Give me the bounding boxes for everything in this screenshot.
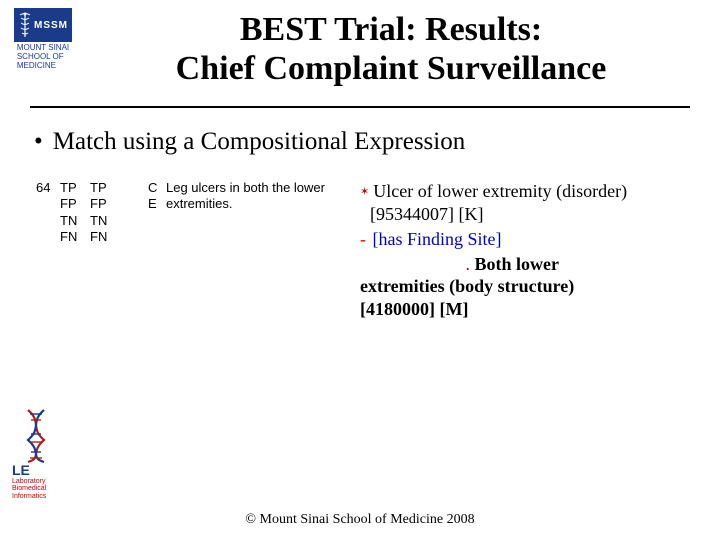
dash-icon: - [360, 229, 366, 249]
lab-text: LE Laboratory Biomedical Informatics [12, 463, 60, 500]
bullet-dot-icon: • [34, 128, 43, 156]
badge-text: MSSM [34, 20, 68, 31]
lab-big: LE [12, 462, 30, 478]
bullet-item: • Match using a Compositional Expression [30, 128, 690, 156]
concept-line-3: . Both lower extremities (body structure… [360, 253, 630, 321]
mssm-logo: MSSM MOUNT SINAI SCHOOL OF MEDICINE [12, 8, 74, 70]
codes-col-b: TP FP TN FN [90, 180, 120, 245]
logo-subtext: MOUNT SINAI SCHOOL OF MEDICINE [17, 44, 69, 70]
lab-small: Laboratory Biomedical Informatics [12, 478, 46, 500]
concept-block: ✶Ulcer of lower extremity (disorder) [95… [360, 180, 630, 320]
title-line-1: BEST Trial: Results: [240, 11, 542, 48]
bullet-text: Match using a Compositional Expression [53, 128, 465, 156]
copyright: © Mount Sinai School of Medicine 2008 [0, 512, 720, 528]
star-icon: ✶ [360, 186, 369, 198]
title-divider [30, 106, 690, 108]
concept-line-2: - [has Finding Site] [360, 228, 630, 251]
description-col: Leg ulcers in both the lower extremities… [166, 180, 336, 213]
sub-bullet-icon: . [360, 253, 470, 276]
concept-line-1: ✶Ulcer of lower extremity (disorder) [95… [360, 180, 630, 225]
caduceus-icon [18, 12, 32, 38]
finding-site-link: [has Finding Site] [373, 229, 502, 249]
data-row: 64 TP FP TN FN TP FP TN FN C E Leg ulcer… [36, 180, 690, 320]
lab-logo: LE Laboratory Biomedical Informatics [12, 408, 60, 500]
row-number: 64 [36, 180, 60, 195]
codes-col-a: TP FP TN FN [60, 180, 90, 245]
slide-title: BEST Trial: Results: Chief Complaint Sur… [82, 8, 700, 88]
title-line-2: Chief Complaint Surveillance [176, 50, 607, 87]
dna-icon [22, 408, 50, 463]
mssm-badge: MSSM [14, 8, 72, 42]
ce-col: C E [148, 180, 166, 213]
